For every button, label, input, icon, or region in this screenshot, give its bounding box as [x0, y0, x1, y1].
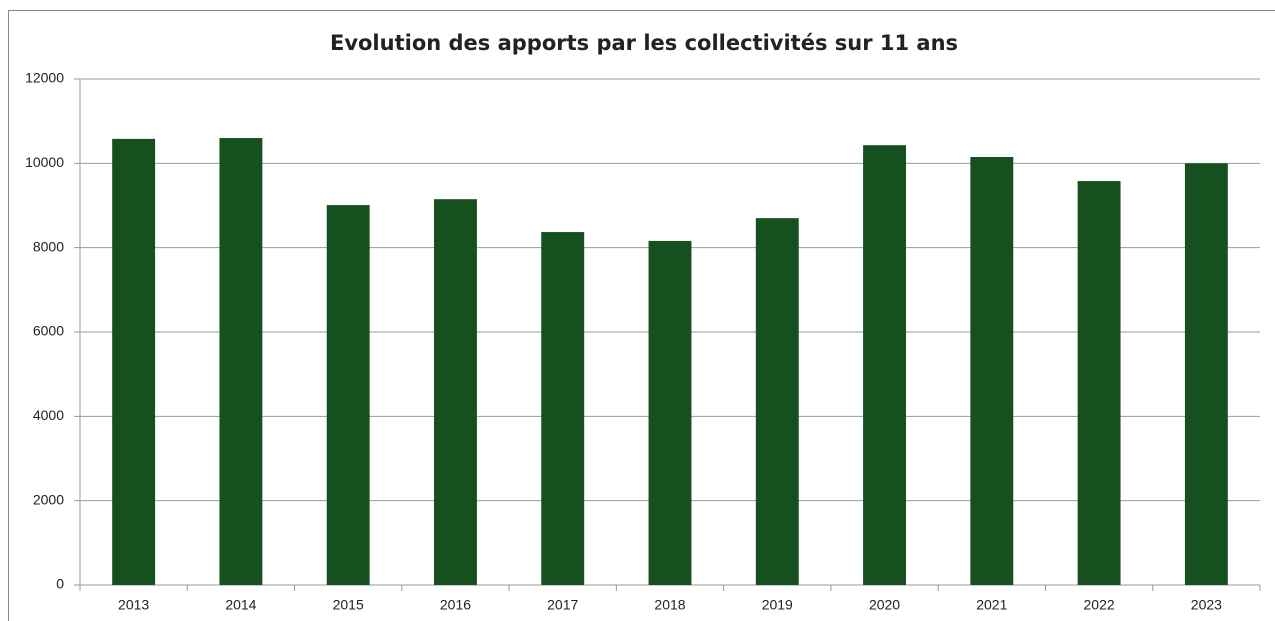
x-tick-label: 2018 — [654, 597, 685, 613]
bar — [326, 205, 370, 585]
x-tick-label: 2016 — [440, 597, 471, 613]
bar — [1184, 163, 1228, 586]
bar — [112, 138, 156, 586]
bar — [541, 232, 585, 585]
y-tick-label: 12000 — [25, 70, 64, 86]
x-tick-label: 2013 — [118, 597, 149, 613]
x-tick-label: 2022 — [1084, 597, 1115, 613]
y-tick-label: 6000 — [33, 323, 64, 339]
bar — [434, 199, 477, 586]
x-tick-label: 2021 — [976, 597, 1007, 613]
x-tick-label: 2015 — [333, 597, 364, 613]
y-tick-label: 0 — [56, 576, 64, 592]
chart-title: Evolution des apports par les collectivi… — [330, 31, 958, 55]
bar — [1077, 181, 1121, 585]
bar — [863, 145, 906, 585]
x-tick-label: 2017 — [547, 597, 578, 613]
y-tick-label: 10000 — [25, 154, 64, 170]
bar — [648, 240, 692, 586]
bar — [219, 138, 263, 586]
x-tick-label: 2019 — [762, 597, 793, 613]
bar — [970, 157, 1014, 585]
y-tick-label: 4000 — [33, 407, 64, 423]
x-tick-label: 2014 — [225, 597, 256, 613]
x-tick-label: 2023 — [1191, 597, 1222, 613]
y-tick-label: 2000 — [33, 491, 64, 507]
y-tick-label: 8000 — [33, 238, 64, 254]
bar — [755, 218, 799, 585]
x-tick-label: 2020 — [869, 597, 900, 613]
